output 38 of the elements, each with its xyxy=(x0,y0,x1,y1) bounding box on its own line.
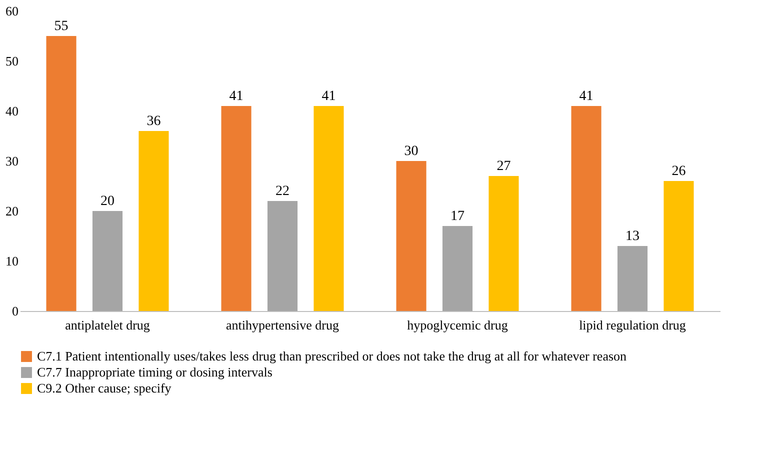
bar xyxy=(267,201,298,311)
data-label: 30 xyxy=(404,144,418,159)
x-tick-label: antiplatelet drug xyxy=(65,318,150,332)
legend-label: C7.7 Inappropriate timing or dosing intervals xyxy=(37,364,272,380)
bar xyxy=(92,211,123,311)
data-label: 41 xyxy=(229,89,244,104)
bar xyxy=(314,106,344,311)
data-label: 13 xyxy=(626,229,640,244)
data-label: 41 xyxy=(579,89,594,104)
bar xyxy=(221,106,252,311)
data-label: 41 xyxy=(322,89,336,104)
legend-label: C7.1 Patient intentionally uses/takes less drug than prescribed or does not take the drug at all for whatever reason xyxy=(37,348,628,364)
bar xyxy=(571,106,602,311)
bar xyxy=(664,181,694,311)
legend-label: C9.2 Other cause; specify xyxy=(37,380,172,396)
x-tick-label: antihypertensive drug xyxy=(226,318,340,332)
bar xyxy=(442,226,473,311)
y-tick-label: 60 xyxy=(6,4,18,18)
y-tick-label: 30 xyxy=(6,154,18,168)
y-tick-label: 20 xyxy=(6,204,18,218)
data-label: 26 xyxy=(672,164,686,179)
bar xyxy=(46,36,76,311)
bar xyxy=(138,131,169,311)
y-tick-label: 50 xyxy=(6,54,18,68)
data-label: 55 xyxy=(54,19,68,34)
bar xyxy=(488,176,519,311)
x-tick-label: hypoglycemic drug xyxy=(407,318,508,332)
data-label: 22 xyxy=(276,184,290,199)
bar xyxy=(617,246,648,311)
data-label: 36 xyxy=(146,114,161,129)
x-tick-label: lipid regulation drug xyxy=(579,318,686,332)
data-label: 27 xyxy=(496,159,511,174)
y-tick-label: 10 xyxy=(6,254,18,268)
bar xyxy=(396,161,426,311)
y-tick-label: 0 xyxy=(12,304,18,318)
y-tick-label: 40 xyxy=(6,104,18,118)
data-label: 17 xyxy=(450,209,464,224)
data-label: 20 xyxy=(100,194,114,209)
